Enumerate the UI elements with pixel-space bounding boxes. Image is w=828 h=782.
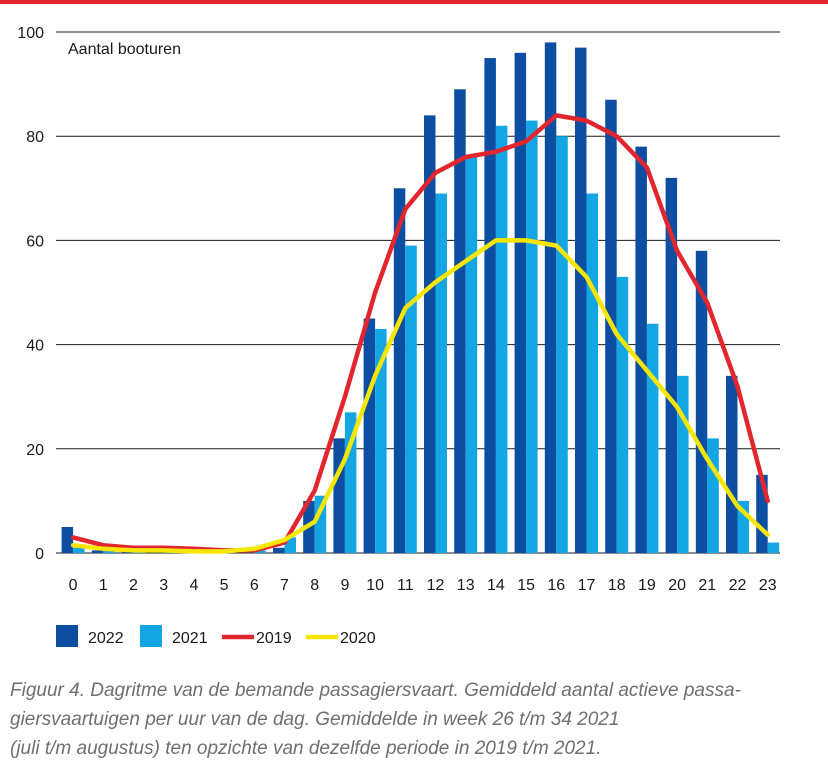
bar-2022-hour-17 [575,47,587,553]
bar-2022-hour-19 [635,146,647,553]
bar-2022-hour-14 [484,58,496,554]
bar-2022-hour-16 [544,42,557,554]
y-tick-label-0: 0 [35,546,44,563]
bar-2021-hour-8 [314,495,327,553]
lines [70,113,770,554]
bar-2022-hour-20 [665,177,678,553]
x-tick-label-23: 23 [759,577,777,594]
chart-area: 0 20 40 60 80 100 0 1 2 3 4 5 6 7 8 9 10 11 12 13 14 15 16 17 1… [17,25,780,647]
x-axis-ticks: 0 1 2 3 4 5 6 7 8 9 10 11 12 13 14 15 16 17 18 19 20 21 22 23 [69,577,777,594]
bar-2022-hour-23 [756,474,768,553]
bar-2022-hour-10 [363,318,376,553]
x-tick-label-14: 14 [487,577,505,594]
x-tick-label-1: 1 [99,577,108,594]
x-tick-label-18: 18 [608,577,626,594]
bar-2021-hour-23 [767,542,780,553]
bar-2021-hour-6 [254,550,266,553]
x-tick-label-16: 16 [547,577,565,594]
legend: 2022 2021 2019 2020 [56,625,376,647]
y-tick-label-100: 100 [17,25,44,42]
bar-2021-hour-12 [435,193,447,553]
bar-2022-hour-22 [726,375,738,553]
x-tick-label-5: 5 [220,577,229,594]
y-axis-ticks: 0 20 40 60 80 100 [17,25,44,563]
bar-2022-hour-13 [454,89,466,553]
bar-2022-hour-11 [393,188,406,554]
y-tick-label-60: 60 [26,233,44,250]
caption-line-3: (juli t/m augustus) ten opzichte van dez… [10,738,602,759]
y-tick-label-80: 80 [26,129,44,146]
bar-2022-hour-1 [91,550,104,553]
x-tick-label-0: 0 [69,577,78,594]
x-tick-label-4: 4 [189,577,198,594]
bar-2021-hour-17 [586,193,598,553]
line-2019 [70,113,770,553]
x-tick-label-21: 21 [698,577,716,594]
x-tick-label-20: 20 [668,577,686,594]
bar-2021-hour-21 [707,438,719,553]
bar-2021-hour-11 [405,245,417,554]
line-2020 [70,238,770,554]
x-tick-label-9: 9 [340,577,349,594]
bar-2021-hour-18 [616,276,629,553]
bar-2021-hour-10 [375,328,387,553]
legend-label-2019: 2019 [256,630,292,647]
x-tick-label-13: 13 [457,577,475,594]
bar-2022-hour-0 [61,526,74,553]
legend-label-2022: 2022 [88,630,124,647]
x-tick-label-19: 19 [638,577,656,594]
x-tick-label-10: 10 [366,577,384,594]
x-tick-label-3: 3 [159,577,168,594]
x-tick-label-2: 2 [129,577,138,594]
x-tick-label-7: 7 [280,577,289,594]
legend-label-2020: 2020 [340,630,376,647]
bar-2021-hour-16 [556,136,568,553]
x-tick-label-8: 8 [310,577,319,594]
legend-swatch-2021 [140,625,162,647]
x-tick-label-12: 12 [427,577,445,594]
y-tick-label-20: 20 [26,442,44,459]
bar-2021-hour-13 [465,157,478,554]
figure-caption: Figuur 4. Dagritme van de bemande passag… [10,676,818,763]
bar-2022-hour-9 [333,438,345,553]
bar-2022-hour-15 [514,52,527,554]
legend-label-2021: 2021 [172,630,208,647]
bar-2021-hour-1 [103,550,115,553]
bars [61,42,780,554]
y-axis-label: Aantal booturen [68,41,181,58]
x-tick-label-6: 6 [250,577,259,594]
bar-2021-hour-20 [677,375,689,553]
bar-2021-hour-19 [646,323,659,553]
bar-2021-hour-15 [526,120,538,553]
caption-line-2: giersvaartuigen per uur van de dag. Gemi… [10,709,620,730]
y-tick-label-40: 40 [26,338,44,355]
caption-line-1: Figuur 4. Dagritme van de bemande passag… [10,680,741,701]
bar-2022-hour-12 [424,115,436,554]
x-tick-label-22: 22 [729,577,747,594]
bar-2022-hour-21 [695,250,708,553]
x-tick-label-17: 17 [578,577,596,594]
bar-2021-hour-14 [495,125,508,553]
bar-2021-hour-7 [284,537,296,553]
legend-swatch-2022 [56,625,78,647]
bar-2021-hour-9 [344,412,357,553]
top-accent-rule [0,0,828,4]
x-tick-label-15: 15 [517,577,535,594]
bar-2021-hour-0 [73,547,85,553]
bar-2021-hour-22 [737,500,749,553]
bar-2022-hour-7 [273,547,285,553]
x-tick-label-11: 11 [397,577,414,594]
